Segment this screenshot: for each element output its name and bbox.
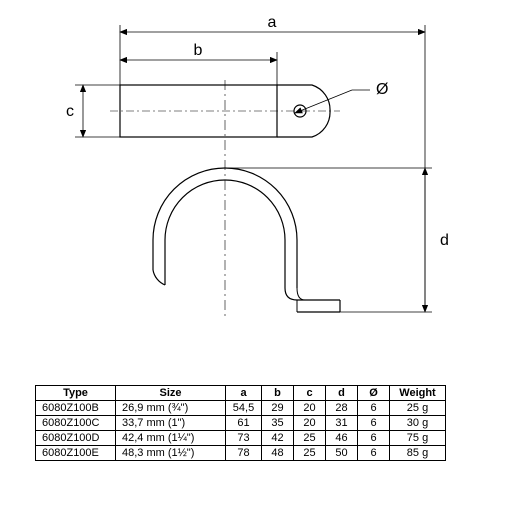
table-cell: 6080Z100D: [36, 431, 116, 446]
label-b: b: [194, 42, 203, 59]
table-cell: 20: [294, 401, 326, 416]
diameter-leader: Ø: [295, 81, 388, 113]
column-header: a: [226, 386, 262, 401]
label-a: a: [268, 14, 277, 31]
table-cell: 6080Z100B: [36, 401, 116, 416]
table-cell: 6: [358, 431, 390, 446]
column-header: d: [326, 386, 358, 401]
table-cell: 75 g: [390, 431, 446, 446]
column-header: Size: [116, 386, 226, 401]
table-cell: 48: [262, 446, 294, 461]
column-header: Weight: [390, 386, 446, 401]
table-cell: 78: [226, 446, 262, 461]
column-header: Ø: [358, 386, 390, 401]
table-cell: 6: [358, 446, 390, 461]
table-cell: 31: [326, 416, 358, 431]
table-header-row: TypeSizeabcdØWeight: [36, 386, 446, 401]
table-cell: 6080Z100C: [36, 416, 116, 431]
table-cell: 48,3 mm (1½"): [116, 446, 226, 461]
table-cell: 6080Z100E: [36, 446, 116, 461]
table-cell: 25: [294, 446, 326, 461]
table-cell: 61: [226, 416, 262, 431]
dimension-a: a: [120, 14, 425, 312]
dimension-b: b: [120, 42, 277, 85]
table-cell: 35: [262, 416, 294, 431]
column-header: b: [262, 386, 294, 401]
label-c: c: [66, 103, 74, 120]
spec-table: TypeSizeabcdØWeight6080Z100B26,9 mm (¾")…: [35, 385, 446, 461]
table-cell: 26,9 mm (¾"): [116, 401, 226, 416]
column-header: c: [294, 386, 326, 401]
technical-drawing: a b c Ø: [0, 0, 512, 380]
table-cell: 28: [326, 401, 358, 416]
label-d: d: [440, 232, 449, 249]
table-row: 6080Z100D42,4 mm (1¼")73422546675 g: [36, 431, 446, 446]
table-row: 6080Z100C33,7 mm (1")61352031630 g: [36, 416, 446, 431]
table-cell: 46: [326, 431, 358, 446]
table-cell: 6: [358, 401, 390, 416]
table-cell: 73: [226, 431, 262, 446]
table-cell: 42,4 mm (1¼"): [116, 431, 226, 446]
table-row: 6080Z100B26,9 mm (¾")54,5292028625 g: [36, 401, 446, 416]
column-header: Type: [36, 386, 116, 401]
table-cell: 50: [326, 446, 358, 461]
table-cell: 29: [262, 401, 294, 416]
table-cell: 85 g: [390, 446, 446, 461]
table-cell: 54,5: [226, 401, 262, 416]
label-dia: Ø: [376, 81, 388, 98]
table-row: 6080Z100E48,3 mm (1½")78482550685 g: [36, 446, 446, 461]
table-cell: 42: [262, 431, 294, 446]
table-cell: 33,7 mm (1"): [116, 416, 226, 431]
table-cell: 25: [294, 431, 326, 446]
table-cell: 25 g: [390, 401, 446, 416]
front-view: [153, 168, 340, 312]
table-cell: 20: [294, 416, 326, 431]
table-cell: 30 g: [390, 416, 446, 431]
table-cell: 6: [358, 416, 390, 431]
